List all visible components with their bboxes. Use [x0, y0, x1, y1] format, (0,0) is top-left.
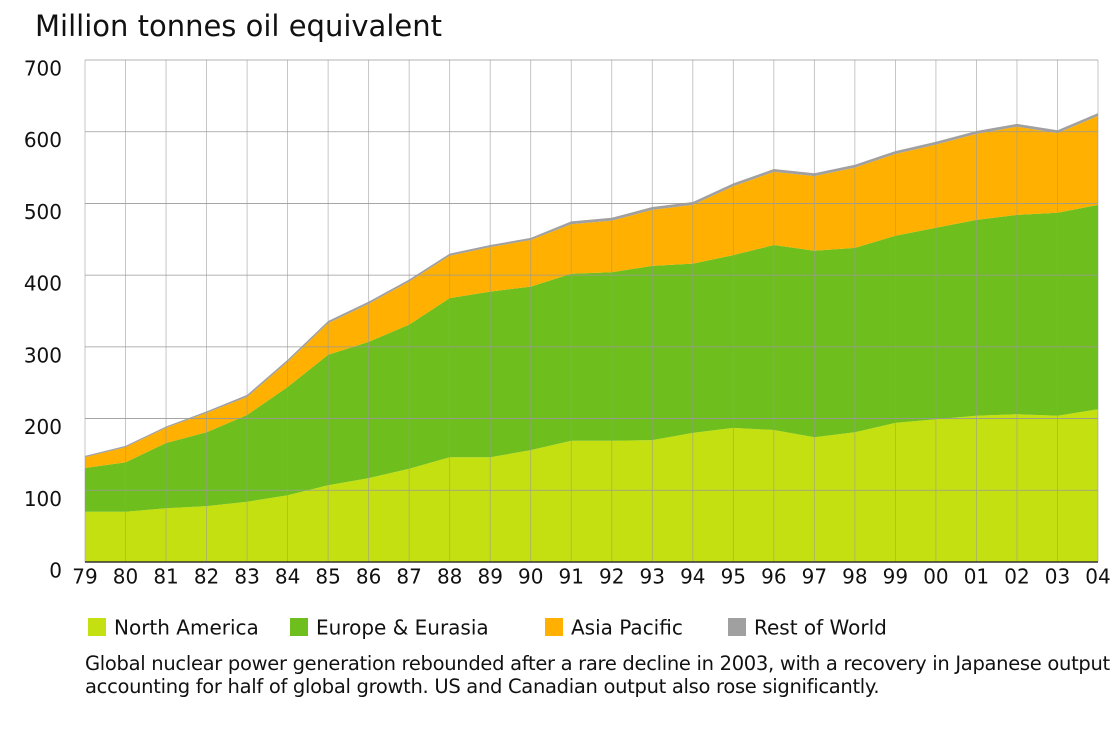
x-tick-label: 81 [153, 565, 178, 589]
legend-swatch [290, 618, 308, 636]
x-tick-label: 91 [559, 565, 584, 589]
x-tick-label: 95 [721, 565, 746, 589]
x-tick-label: 00 [923, 565, 948, 589]
x-tick-label: 82 [194, 565, 219, 589]
legend-swatch [545, 618, 563, 636]
x-tick-label: 93 [640, 565, 665, 589]
y-tick-label: 400 [24, 272, 62, 296]
y-tick-label: 100 [24, 487, 62, 511]
y-tick-label: 0 [49, 559, 62, 583]
y-tick-label: 700 [24, 57, 62, 81]
x-tick-label: 79 [72, 565, 97, 589]
x-tick-label: 83 [234, 565, 259, 589]
chart: Million tonnes oil equivalent 0100200300… [24, 9, 1111, 640]
x-tick-label: 86 [356, 565, 381, 589]
x-tick-label: 87 [396, 565, 421, 589]
legend-swatch [88, 618, 106, 636]
area [85, 115, 1098, 469]
x-tick-label: 96 [761, 565, 786, 589]
y-tick-label: 300 [24, 343, 62, 367]
x-tick-label: 80 [113, 565, 138, 589]
x-tick-label: 02 [1004, 565, 1029, 589]
x-tick-label: 84 [275, 565, 300, 589]
x-tick-label: 98 [842, 565, 867, 589]
legend-label: Rest of World [754, 616, 887, 640]
legend-label: Asia Pacific [571, 616, 683, 640]
x-tick-label: 90 [518, 565, 543, 589]
x-tick-label: 04 [1085, 565, 1110, 589]
legend-swatch [728, 618, 746, 636]
x-tick-label: 99 [883, 565, 908, 589]
x-tick-label: 89 [477, 565, 502, 589]
caption: Global nuclear power generation rebounde… [85, 652, 1110, 698]
x-tick-label: 01 [964, 565, 989, 589]
y-tick-label: 200 [24, 415, 62, 439]
x-tick-label: 92 [599, 565, 624, 589]
x-tick-label: 94 [680, 565, 705, 589]
area [85, 409, 1098, 562]
x-tick-label: 88 [437, 565, 462, 589]
area [85, 204, 1098, 512]
legend-label: North America [114, 616, 259, 640]
chart-title: Million tonnes oil equivalent [35, 9, 442, 43]
legend-label: Europe & Eurasia [316, 616, 489, 640]
x-tick-label: 85 [315, 565, 340, 589]
x-tick-label: 03 [1045, 565, 1070, 589]
x-tick-label: 97 [802, 565, 827, 589]
y-tick-label: 600 [24, 128, 62, 152]
y-tick-label: 500 [24, 200, 62, 224]
